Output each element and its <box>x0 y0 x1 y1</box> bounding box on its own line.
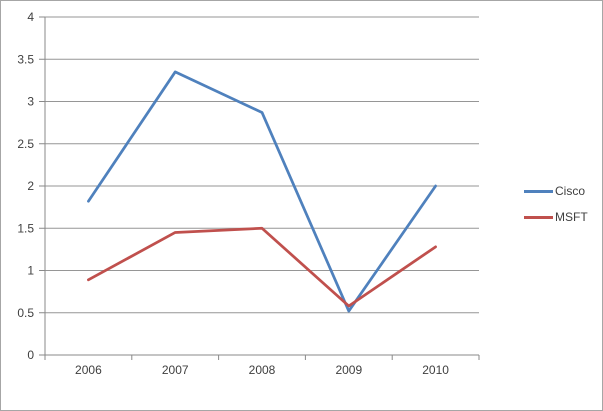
y-tick-label: 4 <box>27 10 34 24</box>
y-tick-label: 3 <box>27 95 34 109</box>
x-tick-label: 2010 <box>422 363 449 377</box>
x-tick-label: 2006 <box>75 363 102 377</box>
x-tick-label: 2007 <box>162 363 189 377</box>
legend-line-swatch-msft <box>524 215 553 219</box>
y-tick-label: 2.5 <box>17 137 34 151</box>
y-tick-label: 3.5 <box>17 52 34 66</box>
chart-legend: Cisco MSFT <box>524 178 588 230</box>
y-tick-label: 0 <box>27 348 34 362</box>
legend-label-cisco: Cisco <box>555 184 586 198</box>
legend-entry-msft: MSFT <box>524 204 588 230</box>
y-tick-label: 1 <box>27 264 34 278</box>
legend-line-swatch-cisco <box>524 189 553 193</box>
series-line-msft <box>87 226 437 308</box>
legend-label-msft: MSFT <box>555 210 588 224</box>
x-tick-label: 2008 <box>249 363 276 377</box>
y-tick-label: 0.5 <box>17 306 34 320</box>
legend-entry-cisco: Cisco <box>524 178 588 204</box>
y-tick-label: 2 <box>27 179 34 193</box>
y-tick-label: 1.5 <box>17 221 34 235</box>
series-line-cisco <box>87 70 437 313</box>
x-tick-label: 2009 <box>335 363 362 377</box>
